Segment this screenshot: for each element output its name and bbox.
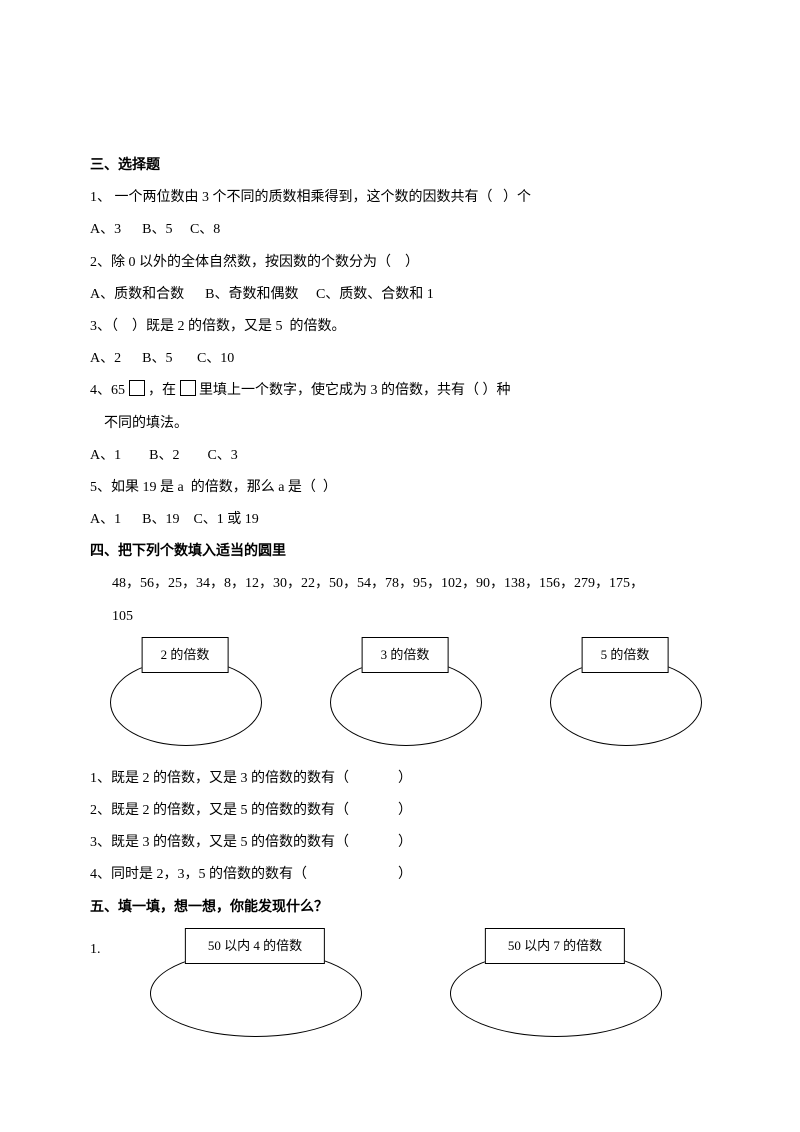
diagram-multiple-of-3: 3 的倍数 [330,637,480,747]
diagram-label-7: 50 以内 7 的倍数 [485,928,625,964]
section4-diagrams: 2 的倍数 3 的倍数 5 的倍数 [90,637,710,747]
worksheet-page: 三、选择题 1、 一个两位数由 3 个不同的质数相乘得到，这个数的因数共有（ ）… [0,0,800,1078]
section5-diagrams: 50 以内 4 的倍数 50 以内 7 的倍数 [110,928,660,1038]
q3-3-opts: A、2 B、5 C、10 [90,343,710,375]
section5-title: 五、填一填，想一想，你能发现什么？ [90,892,710,924]
q3-4-part3: 里填上一个数字，使它成为 3 的倍数，共有（ ）种 [196,383,511,398]
q3-5-text: 5、如果 19 是 a 的倍数，那么 a 是（ ） [90,472,710,504]
s4-q2: 2、既是 2 的倍数，又是 5 的倍数的数有（ ） [90,795,710,827]
q3-2-text: 2、除 0 以外的全体自然数，按因数的个数分为（ ） [90,247,710,279]
q3-4-text-line2: 不同的填法。 [90,408,710,440]
q3-2-opts: A、质数和合数 B、奇数和偶数 C、质数、合数和 1 [90,279,710,311]
q3-1-opts: A、3 B、5 C、8 [90,214,710,246]
section5-q1-row: 1. 50 以内 4 的倍数 50 以内 7 的倍数 [90,924,710,1038]
section4-numbers: 48，56，25，34，8，12，30，22，50，54，78，95，102，9… [90,568,710,600]
diagram-label-4: 50 以内 4 的倍数 [185,928,325,964]
diagram-multiple-of-7: 50 以内 7 的倍数 [450,928,660,1038]
section3-title: 三、选择题 [90,150,710,182]
s5-q1-num: 1. [90,924,110,966]
q3-4-opts: A、1 B、2 C、3 [90,440,710,472]
blank-box-icon [180,380,196,396]
diagram-label-5: 5 的倍数 [582,637,669,673]
q3-4-part2: ，在 [145,383,180,398]
s4-q3: 3、既是 3 的倍数，又是 5 的倍数的数有（ ） [90,827,710,859]
diagram-multiple-of-4: 50 以内 4 的倍数 [150,928,360,1038]
diagram-multiple-of-5: 5 的倍数 [550,637,700,747]
q3-1-text: 1、 一个两位数由 3 个不同的质数相乘得到，这个数的因数共有（ ）个 [90,182,710,214]
blank-box-icon [129,380,145,396]
diagram-label-3: 3 的倍数 [362,637,449,673]
q3-3-text: 3、（ ）既是 2 的倍数，又是 5 的倍数。 [90,311,710,343]
diagram-label-2: 2 的倍数 [142,637,229,673]
q3-4-part1: 4、65 [90,383,129,398]
s4-q1: 1、既是 2 的倍数，又是 3 的倍数的数有（ ） [90,763,710,795]
section4-numbers2: 105 [90,601,710,633]
diagram-multiple-of-2: 2 的倍数 [110,637,260,747]
section4-title: 四、把下列个数填入适当的圆里 [90,536,710,568]
q3-4-text-line1: 4、65 ，在 里填上一个数字，使它成为 3 的倍数，共有（ ）种 [90,375,710,407]
s4-q4: 4、同时是 2，3，5 的倍数的数有（ ） [90,859,710,891]
q3-5-opts: A、1 B、19 C、1 或 19 [90,504,710,536]
